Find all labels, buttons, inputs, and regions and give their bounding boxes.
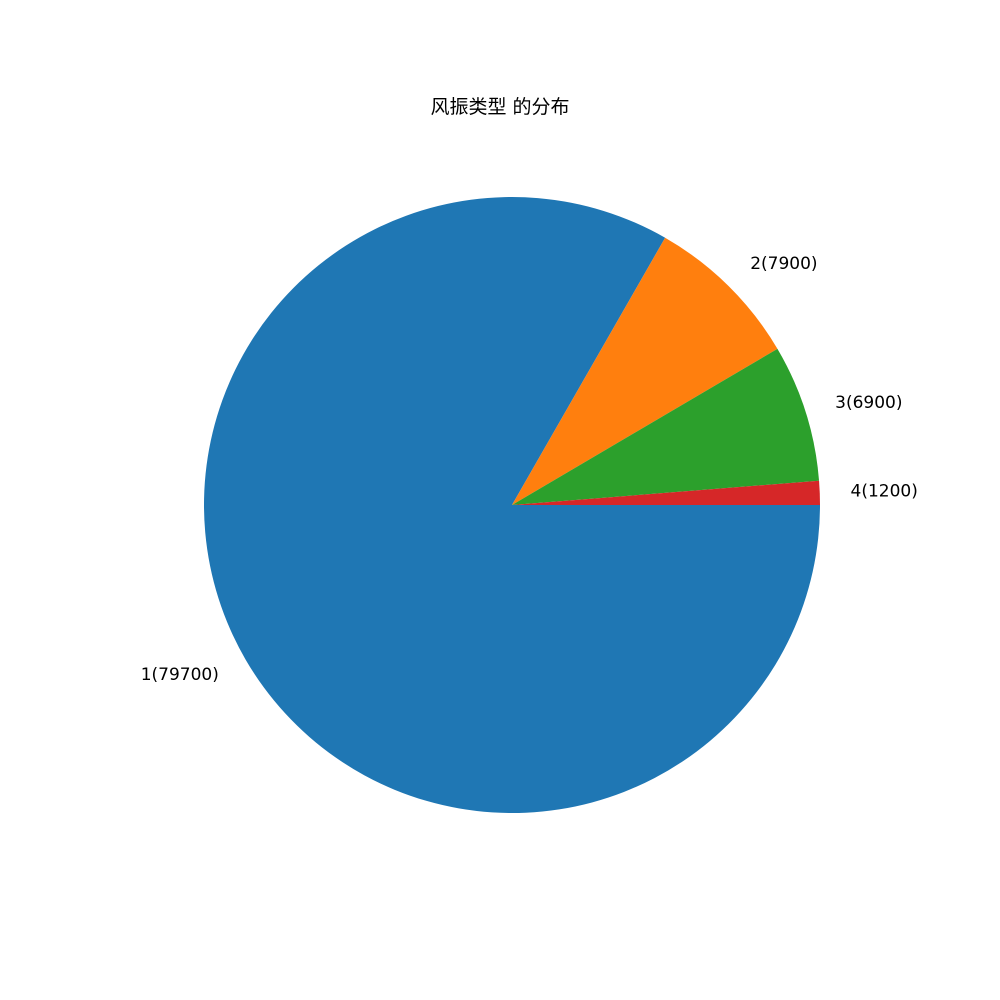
pie-slice-label-2: 2(7900) <box>750 254 817 274</box>
chart-title: 风振类型 的分布 <box>430 96 570 118</box>
pie-slice-2 <box>512 237 778 505</box>
pie-slice-4 <box>512 480 821 505</box>
pie-slice-label-4: 4(1200) <box>851 482 918 502</box>
pie-slice-label-3: 3(6900) <box>835 393 902 413</box>
pie-slice-label-1: 1(79700) <box>141 665 219 685</box>
pie-slice-3 <box>512 348 820 505</box>
